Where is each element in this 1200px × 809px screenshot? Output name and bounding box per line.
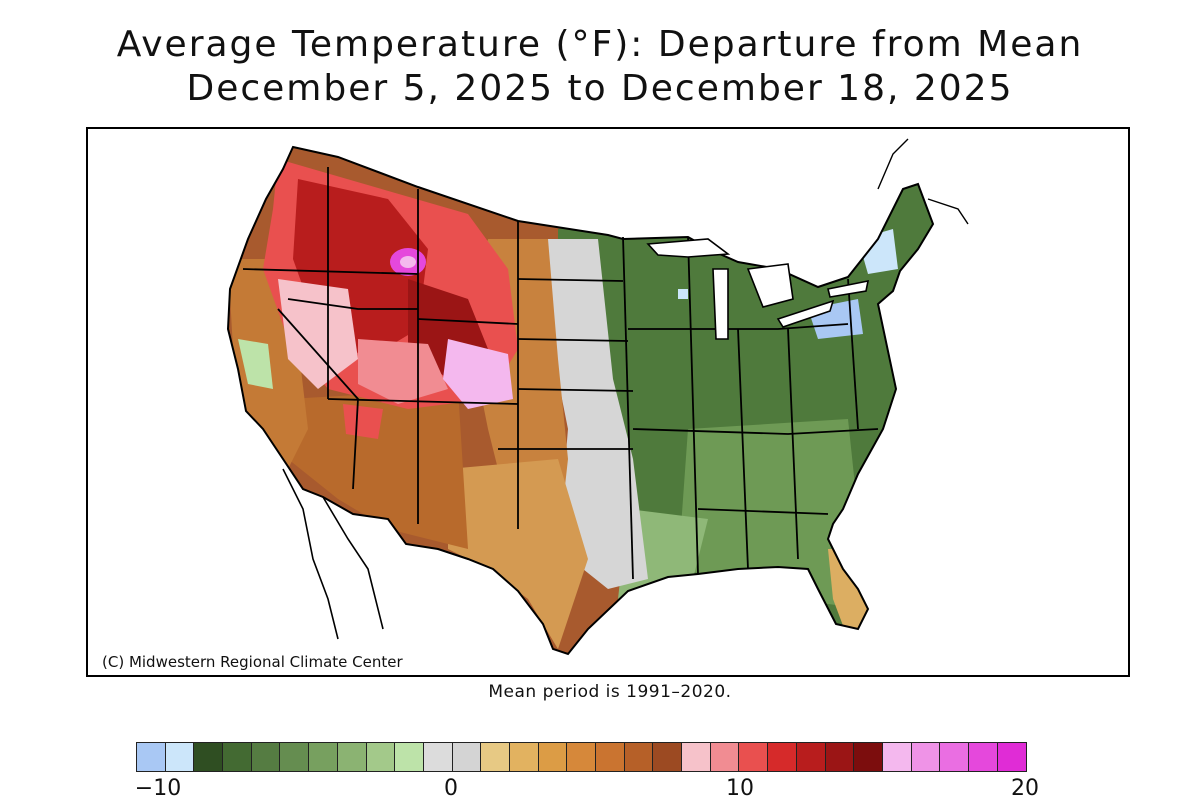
legend-swatch (739, 743, 769, 771)
legend-swatch (653, 743, 683, 771)
boundary-line (327, 398, 519, 405)
legend-swatch (509, 743, 539, 771)
utah-pink-patch (358, 339, 448, 404)
florida-warm-region (828, 549, 888, 649)
legend-swatch (251, 743, 281, 771)
color-legend (136, 742, 1028, 772)
legend-swatch (194, 743, 224, 771)
boundary-line (417, 318, 519, 325)
legend-swatch (337, 743, 367, 771)
canada-coastline (877, 138, 969, 225)
legend-swatch (911, 743, 941, 771)
legend-swatch (796, 743, 826, 771)
arizona-warm-spot (343, 404, 383, 439)
boundary-line (517, 388, 634, 392)
legend-swatch (223, 743, 252, 771)
chart-title-line-1: Average Temperature (°F): Departure from… (116, 24, 1084, 65)
legend-swatch (997, 743, 1027, 771)
canada-coast (927, 198, 969, 225)
texas-warm-region (448, 459, 588, 649)
boundary-line (622, 236, 634, 580)
legend-swatch (596, 743, 625, 771)
legend-swatch (710, 743, 740, 771)
colorado-pink-patch (443, 339, 513, 409)
boundary-line (697, 508, 829, 515)
sonora-coast (322, 496, 384, 630)
baja-coast (282, 468, 339, 640)
boundary-line (687, 236, 699, 575)
temperature-departure-map (226, 138, 969, 656)
legend-tick: −10 (134, 776, 182, 801)
legend-swatch (567, 743, 596, 771)
legend-swatch (309, 743, 338, 771)
legend-swatch (280, 743, 310, 771)
wisconsin-cold-spot (678, 289, 688, 299)
lake-michigan (712, 268, 729, 340)
legend-swatch (854, 743, 883, 771)
legend-swatch (682, 743, 711, 771)
boundary-line (737, 328, 749, 570)
us-outline (226, 145, 935, 656)
map-credit: (C) Midwestern Regional Climate Center (102, 653, 403, 671)
boundary-line (242, 268, 419, 275)
mexico-coastline (282, 468, 384, 640)
legend-swatch (481, 743, 510, 771)
boundary-line (628, 323, 849, 330)
southeast-cool-region (678, 419, 868, 609)
legend-swatch (452, 743, 482, 771)
canada-coast (877, 138, 909, 190)
boundary-line (847, 278, 859, 430)
legend-swatch (366, 743, 396, 771)
legend-swatch (882, 743, 912, 771)
boundary-line (517, 338, 629, 342)
yellowstone-hotspot-core (400, 256, 416, 268)
boundary-line (632, 428, 879, 435)
southwest-warm-region (288, 389, 468, 549)
legend-swatch (423, 743, 453, 771)
lake-erie (776, 299, 835, 328)
legend-swatch (165, 743, 195, 771)
state-boundaries (242, 167, 879, 580)
lake-superior (646, 238, 731, 258)
lake-ontario (827, 279, 870, 298)
boundary-line (517, 278, 624, 282)
boundary-line (287, 298, 418, 310)
legend-tick: 10 (726, 776, 754, 801)
lake-huron (746, 263, 794, 308)
mean-period-note: Mean period is 1991–2020. (488, 682, 732, 702)
map-frame: (C) Midwestern Regional Climate Center (86, 127, 1130, 677)
legend-swatch (395, 743, 424, 771)
legend-tick: 0 (444, 776, 458, 801)
legend-tick: 20 (1011, 776, 1039, 801)
legend-swatch (825, 743, 855, 771)
legend-swatch (624, 743, 654, 771)
boundary-line (787, 328, 799, 560)
legend-swatch (538, 743, 568, 771)
legend-swatch (940, 743, 969, 771)
chart-title-line-2: December 5, 2025 to December 18, 2025 (186, 68, 1014, 109)
california-cool-patch (238, 339, 273, 389)
legend-swatch (137, 743, 166, 771)
legend-swatch (768, 743, 797, 771)
legend-swatch (968, 743, 998, 771)
great-lakes (646, 238, 870, 340)
